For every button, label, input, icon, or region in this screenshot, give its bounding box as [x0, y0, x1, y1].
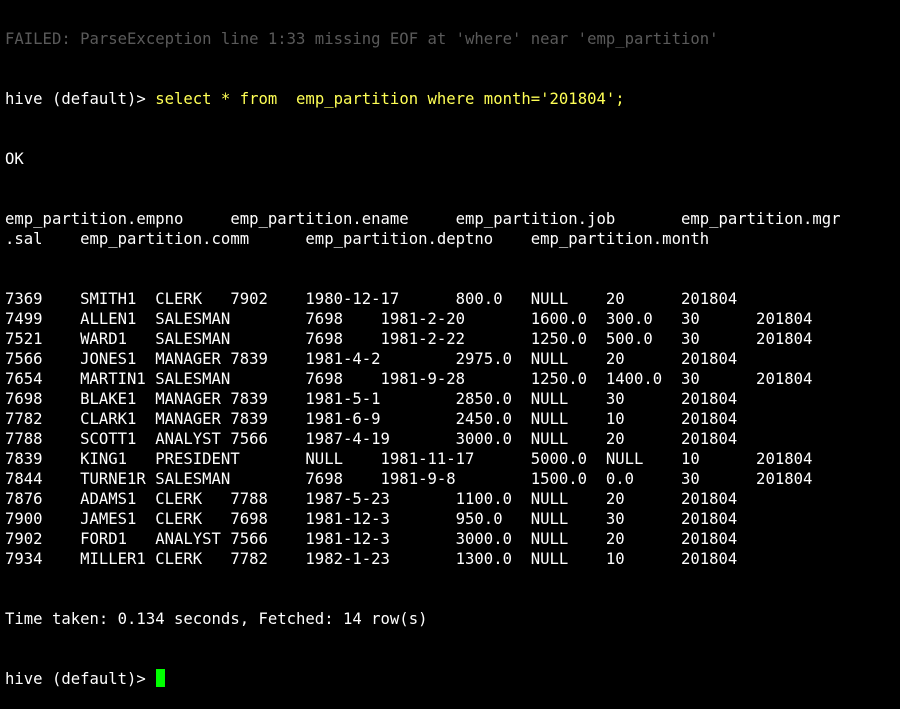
table-row: 7839 KING1 PRESIDENT NULL 1981-11-17 500… — [5, 450, 813, 468]
header-line: emp_partition.empno emp_partition.ename … — [5, 210, 841, 228]
query-command: select * from emp_partition where month=… — [155, 90, 625, 108]
table-row: 7698 BLAKE1 MANAGER 7839 1981-5-1 2850.0… — [5, 390, 738, 408]
table-row: 7876 ADAMS1 CLERK 7788 1987-5-23 1100.0 … — [5, 490, 738, 508]
cursor — [156, 669, 166, 687]
prompt: hive (default)> — [5, 670, 156, 688]
input-line[interactable]: hive (default)> — [5, 669, 900, 689]
status-ok: OK — [5, 150, 24, 168]
table-row: 7782 CLARK1 MANAGER 7839 1981-6-9 2450.0… — [5, 410, 738, 428]
table-row: 7902 FORD1 ANALYST 7566 1981-12-3 3000.0… — [5, 530, 738, 548]
scrolled-off-line: FAILED: ParseException line 1:33 missing… — [5, 30, 719, 48]
table-row: 7900 JAMES1 CLERK 7698 1981-12-3 950.0 N… — [5, 510, 738, 528]
result-rows: 7369 SMITH1 CLERK 7902 1980-12-17 800.0 … — [5, 289, 900, 569]
table-row: 7499 ALLEN1 SALESMAN 7698 1981-2-20 1600… — [5, 310, 813, 328]
table-row: 7934 MILLER1 CLERK 7782 1982-1-23 1300.0… — [5, 550, 738, 568]
prompt: hive (default)> — [5, 90, 156, 108]
footer-status: Time taken: 0.134 seconds, Fetched: 14 r… — [5, 610, 428, 628]
table-row: 7566 JONES1 MANAGER 7839 1981-4-2 2975.0… — [5, 350, 738, 368]
result-header: emp_partition.empno emp_partition.ename … — [5, 209, 900, 249]
table-row: 7369 SMITH1 CLERK 7902 1980-12-17 800.0 … — [5, 290, 738, 308]
query-line: hive (default)> select * from emp_partit… — [5, 89, 900, 109]
table-row: 7788 SCOTT1 ANALYST 7566 1987-4-19 3000.… — [5, 430, 738, 448]
table-row: 7521 WARD1 SALESMAN 7698 1981-2-22 1250.… — [5, 330, 813, 348]
table-row: 7844 TURNE1R SALESMAN 7698 1981-9-8 1500… — [5, 470, 813, 488]
header-line: .sal emp_partition.comm emp_partition.de… — [5, 230, 710, 248]
table-row: 7654 MARTIN1 SALESMAN 7698 1981-9-28 125… — [5, 370, 813, 388]
